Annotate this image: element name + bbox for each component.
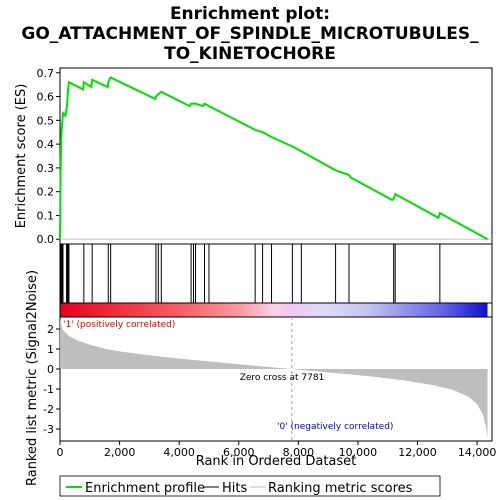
es-axis-label: Enrichment score (ES) [14, 84, 29, 229]
positive-correlation-label: '1' (positively correlated) [63, 320, 175, 330]
x-tick-label: 10,000 [339, 446, 378, 459]
metric-tick-label: -3 [43, 423, 54, 436]
x-tick-label: 14,000 [458, 446, 497, 459]
ranking-metric-area [60, 320, 488, 437]
x-tick-label: 0 [57, 446, 64, 459]
es-tick-label: 0.0 [37, 233, 55, 246]
x-tick-label: 4,000 [163, 446, 195, 459]
metric-axis-label: Ranked list metric (Signal2Noise) [25, 270, 40, 486]
metric-tick-label: -1 [43, 383, 54, 396]
metric-tick-label: -2 [43, 403, 54, 416]
es-tick-label: 0.3 [37, 162, 55, 175]
x-axis: 0 2,000 4,000 6,000 8,000 10,000 12,000 14,000 [57, 441, 497, 459]
x-tick-label: 12,000 [398, 446, 437, 459]
es-tick-label: 0.1 [37, 209, 55, 222]
x-axis-label: Rank in Ordered Dataset [196, 454, 357, 469]
legend-metric-label: Ranking metric scores [268, 481, 413, 496]
ranking-heatmap-strip [60, 303, 488, 317]
es-tick-label: 0.6 [37, 91, 55, 104]
hits-panel-frame [59, 243, 493, 304]
metric-tick-label: 0 [47, 363, 54, 376]
es-tick-label: 0.4 [37, 138, 55, 151]
es-axis: 0.0 0.1 0.2 0.3 0.4 0.5 0.6 0.7 [37, 67, 60, 246]
metric-tick-label: 1 [47, 343, 54, 356]
legend-profile-label: Enrichment profile [85, 481, 205, 496]
es-tick-label: 0.5 [37, 114, 55, 127]
chart-title-line-2: GO_ATTACHMENT_OF_SPINDLE_MICROTUBULES_ [21, 24, 479, 44]
enrichment-profile-line [59, 76, 488, 241]
es-tick-label: 0.7 [37, 67, 55, 80]
x-tick-label: 6,000 [223, 446, 255, 459]
metric-tick-label: 2 [47, 323, 54, 336]
x-tick-label: 8,000 [283, 446, 315, 459]
x-tick-label: 2,000 [104, 446, 136, 459]
metric-axis: 2 1 0 -1 -2 -3 [43, 323, 60, 436]
chart-title-line-3: TO_KINETOCHORE [164, 44, 336, 64]
negative-correlation-label: '0' (negatively correlated) [277, 422, 393, 432]
hits-group [60, 244, 441, 303]
legend-hits-label: Hits [222, 481, 247, 496]
legend-box [59, 475, 441, 497]
chart-title-line-1: Enrichment plot: [170, 4, 330, 24]
es-panel-frame [59, 67, 493, 245]
es-tick-label: 0.2 [37, 186, 55, 199]
zero-cross-label: Zero cross at 7781 [240, 373, 325, 383]
